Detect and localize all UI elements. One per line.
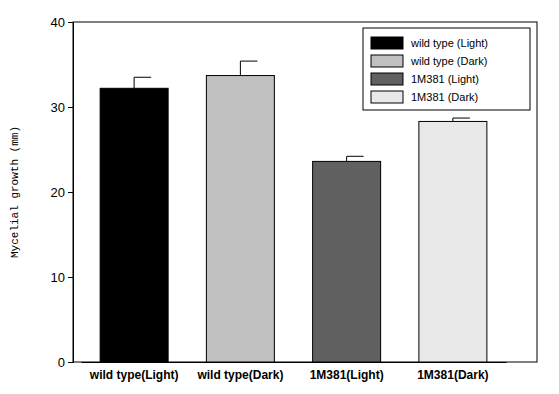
error-stem: [452, 118, 453, 121]
error-cap: [134, 77, 151, 78]
x-axis: wild type(Light) wild type(Dark) 1M381(Lig…: [82, 362, 507, 382]
y-tick-label: 40: [51, 15, 65, 30]
legend-swatch: [371, 55, 403, 67]
bar: [206, 76, 274, 362]
y-axis-line: [68, 23, 74, 363]
y-tick: 40: [51, 15, 73, 30]
plot-frame: [73, 22, 537, 362]
legend-swatch: [371, 73, 403, 85]
error-bar: [240, 61, 257, 75]
error-cap: [347, 156, 364, 157]
y-tick: 30: [51, 100, 73, 115]
error-stem: [240, 61, 241, 75]
y-tick: 10: [51, 270, 73, 285]
error-bar: [347, 156, 364, 161]
bar: [313, 161, 381, 362]
y-tick-label: 10: [51, 270, 65, 285]
legend-label: 1M381 (Dark): [411, 91, 478, 103]
y-tick-label: 30: [51, 100, 65, 115]
legend-label: 1M381 (Light): [411, 73, 479, 85]
x-axis-line: [82, 362, 507, 363]
error-cap: [453, 118, 470, 119]
x-tick: wild type(Light): [89, 362, 179, 382]
y-tick-mark: [68, 362, 73, 363]
bar: [419, 121, 487, 362]
x-tick: 1M381(Dark): [417, 362, 488, 382]
legend-label: wild type (Dark): [410, 55, 487, 67]
error-stem: [134, 77, 135, 88]
error-bar: [453, 118, 470, 121]
error-bar: [134, 77, 151, 88]
legend-swatch: [371, 37, 403, 49]
y-tick: 0: [58, 355, 73, 370]
y-tick-mark: [68, 22, 73, 23]
x-tick-label: wild type(Light): [89, 368, 179, 382]
legend-swatch: [371, 91, 403, 103]
y-tick-mark: [68, 192, 73, 193]
x-tick-label: wild type(Dark): [196, 368, 283, 382]
y-axis: 0 10 20 30 40: [51, 15, 74, 370]
y-axis-title: Mycelial growth (mm): [9, 126, 21, 258]
x-tick-label: 1M381(Dark): [417, 368, 488, 382]
y-tick-mark: [68, 107, 73, 108]
bar: [100, 88, 168, 362]
chart: 0 10 20 30 40 wild type(Light) wild type(Dark)…: [0, 0, 559, 394]
y-tick: 20: [51, 185, 73, 200]
x-tick-label: 1M381(Light): [310, 368, 384, 382]
x-tick: 1M381(Light): [310, 362, 384, 382]
y-tick-label: 20: [51, 185, 65, 200]
error-cap: [240, 61, 257, 62]
y-tick-mark: [68, 277, 73, 278]
legend: wild type (Light) wild type (Dark) 1M381 (…: [363, 28, 530, 110]
legend-box: [363, 28, 530, 110]
x-tick: wild type(Dark): [196, 362, 283, 382]
error-stem: [346, 156, 347, 161]
legend-label: wild type (Light): [410, 37, 488, 49]
y-tick-label: 0: [58, 355, 65, 370]
